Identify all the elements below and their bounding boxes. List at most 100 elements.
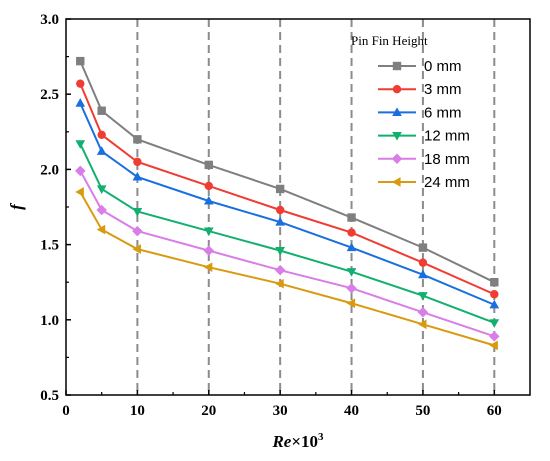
data-point xyxy=(76,56,85,66)
data-point xyxy=(418,258,428,267)
data-point xyxy=(97,106,106,115)
legend-marker xyxy=(391,177,401,187)
data-point xyxy=(346,282,357,294)
data-point xyxy=(275,205,285,215)
legend-label: 3 mm xyxy=(424,81,462,98)
x-tick-label: 60 xyxy=(487,403,502,419)
y-tick-label: 1.0 xyxy=(40,313,59,329)
x-tick-label: 0 xyxy=(62,403,70,419)
data-point xyxy=(489,299,500,309)
data-point xyxy=(96,224,106,235)
data-point xyxy=(490,290,499,299)
data-point xyxy=(347,228,356,237)
data-point xyxy=(76,79,85,88)
series-line xyxy=(79,83,495,296)
y-tick-label: 1.5 xyxy=(40,238,59,254)
legend-marker xyxy=(392,85,402,94)
data-point xyxy=(132,171,143,181)
series-6-mm xyxy=(75,98,500,309)
x-axis-label-italic: Re xyxy=(271,432,291,451)
series-lines xyxy=(75,56,500,351)
legend-item: 3 mm xyxy=(378,81,462,98)
series-3-mm xyxy=(76,79,499,299)
data-point xyxy=(418,243,428,252)
data-point xyxy=(347,213,356,222)
x-tick-label: 10 xyxy=(130,403,145,419)
data-point xyxy=(489,340,498,351)
data-point xyxy=(489,319,500,328)
legend-label: 18 mm xyxy=(424,151,470,168)
data-point xyxy=(489,331,500,342)
data-point xyxy=(417,307,429,318)
y-tick-label: 0.5 xyxy=(40,388,59,404)
legend: Pin Fin Height 0 mm 3 mm 6 mm 12 mm 18 mm 24 … xyxy=(351,33,470,191)
x-tick-label: 40 xyxy=(344,403,359,419)
x-axis-label-superscript: 3 xyxy=(318,431,324,443)
gridlines xyxy=(136,19,496,395)
x-axis-label-rest: ×10 xyxy=(291,432,318,451)
data-point xyxy=(275,278,284,289)
data-point xyxy=(97,130,106,140)
series-line xyxy=(79,143,495,324)
data-point xyxy=(346,268,357,277)
series-line xyxy=(79,170,495,338)
legend-item: 12 mm xyxy=(378,128,470,145)
data-point xyxy=(418,292,428,301)
series-24-mm xyxy=(75,187,498,351)
data-point xyxy=(346,298,356,309)
data-point xyxy=(132,244,141,254)
data-point xyxy=(417,319,427,330)
data-point xyxy=(203,195,214,205)
data-point xyxy=(96,146,107,155)
legend-marker xyxy=(392,61,402,71)
legend-label: 0 mm xyxy=(424,58,462,75)
series-line xyxy=(79,60,495,284)
series-18-mm xyxy=(75,165,500,342)
x-tick-label: 30 xyxy=(273,403,288,419)
legend-item: 6 mm xyxy=(378,104,462,121)
y-axis-ticks: 0.5 1.0 1.5 2.0 2.5 3.0 xyxy=(40,12,71,404)
legend-title: Pin Fin Height xyxy=(351,33,428,48)
data-point xyxy=(275,184,285,194)
x-axis-label: Re×103 xyxy=(271,431,324,451)
y-axis-label: f xyxy=(7,202,26,210)
data-point xyxy=(75,165,86,177)
data-point xyxy=(490,278,499,287)
legend-label: 12 mm xyxy=(424,128,470,145)
legend-items: 0 mm 3 mm 6 mm 12 mm 18 mm 24 mm xyxy=(378,58,470,191)
series-line xyxy=(79,191,495,347)
legend-label: 24 mm xyxy=(424,174,470,191)
data-point xyxy=(275,247,285,256)
data-point xyxy=(346,242,357,252)
series-12-mm xyxy=(75,140,500,328)
data-point xyxy=(75,98,86,107)
data-point xyxy=(75,140,86,149)
data-point xyxy=(275,217,285,226)
series-line xyxy=(79,102,495,306)
data-point xyxy=(204,181,213,191)
y-tick-label: 2.0 xyxy=(40,162,59,178)
data-point xyxy=(274,264,286,276)
plot-frame xyxy=(65,18,531,396)
x-tick-label: 20 xyxy=(201,403,216,419)
data-point xyxy=(133,157,142,167)
legend-item: 0 mm xyxy=(378,58,462,75)
data-point xyxy=(203,262,213,272)
series-0-mm xyxy=(76,56,499,287)
legend-item: 24 mm xyxy=(378,174,470,191)
x-axis-ticks: 0 10 20 30 40 50 60 xyxy=(62,390,502,419)
data-point xyxy=(132,225,143,237)
data-point xyxy=(96,204,107,216)
legend-marker xyxy=(392,132,402,141)
data-point xyxy=(133,135,142,144)
legend-label: 6 mm xyxy=(424,104,462,121)
data-point xyxy=(203,245,215,256)
data-point xyxy=(132,207,143,217)
data-point xyxy=(96,185,107,194)
y-tick-label: 3.0 xyxy=(40,12,59,28)
y-tick-label: 2.5 xyxy=(40,87,59,103)
data-point xyxy=(418,269,428,279)
data-point xyxy=(204,160,213,170)
